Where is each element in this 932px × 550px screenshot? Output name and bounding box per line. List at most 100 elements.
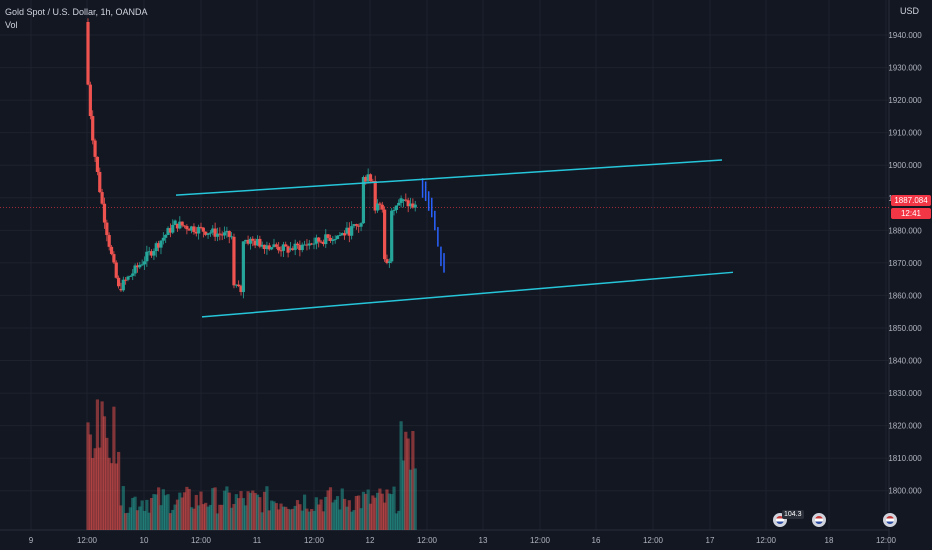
volume-bar	[208, 504, 213, 530]
candle-body	[364, 177, 368, 182]
volume-bar	[307, 511, 311, 530]
price-axis-label: 1900.000	[888, 161, 922, 170]
candle-body	[413, 204, 417, 208]
time-axis-label: 9	[29, 536, 34, 545]
candle-body	[189, 226, 194, 231]
time-axis-label: 17	[706, 536, 715, 545]
volume-bar	[185, 486, 189, 530]
volume-bar	[164, 495, 168, 530]
candle-body	[133, 265, 137, 274]
volume-bar	[385, 489, 389, 530]
volume-bar	[126, 512, 130, 530]
candle-body	[149, 251, 154, 256]
volume-bar	[392, 486, 396, 530]
volume-bar	[321, 511, 326, 530]
volume-bar	[206, 506, 210, 530]
volume-bar	[357, 495, 361, 530]
candle-body	[166, 228, 170, 235]
candle-body	[208, 232, 213, 234]
us-flag-event-icon[interactable]	[882, 512, 898, 528]
candle-body	[371, 180, 375, 182]
candle-body	[401, 199, 406, 202]
candle-body	[272, 244, 276, 248]
volume-bar	[161, 489, 165, 530]
candle-body	[265, 245, 269, 250]
volume-bar	[227, 492, 231, 530]
candle-body	[102, 203, 107, 223]
volume-bar	[258, 497, 262, 530]
candle-body	[182, 225, 187, 227]
volume-bar	[366, 489, 370, 530]
volume-bar	[220, 504, 224, 530]
volume-bar	[345, 506, 349, 530]
candle-body	[211, 228, 215, 233]
price-axis-label: 1910.000	[888, 129, 922, 138]
currency-label[interactable]: USD	[899, 6, 919, 16]
price-axis-label: 1920.000	[888, 96, 922, 105]
candle-body	[91, 116, 95, 141]
volume-label[interactable]: Vol	[5, 20, 18, 30]
candle-body	[206, 233, 210, 235]
volume-bar	[298, 504, 302, 530]
candle-body	[354, 224, 358, 226]
candle-body	[361, 177, 366, 224]
volume-bar	[255, 494, 260, 530]
symbol-title[interactable]: Gold Spot / U.S. Dollar, 1h, OANDA	[5, 7, 148, 17]
volume-bar	[166, 494, 170, 530]
candle-body	[154, 243, 158, 252]
candle-body	[267, 245, 271, 250]
volume-bar	[272, 501, 276, 530]
candle-body	[86, 22, 90, 85]
volume-bar	[331, 502, 335, 530]
volume-bar	[338, 509, 342, 530]
volume-bar	[387, 493, 391, 530]
volume-bar	[359, 508, 363, 530]
candle-body	[392, 209, 396, 211]
candle-body	[366, 174, 370, 182]
time-axis-label: 13	[479, 536, 488, 545]
candle-body	[324, 234, 328, 245]
candle-body	[109, 246, 114, 255]
volume-bar	[371, 495, 375, 530]
candle-body	[352, 224, 356, 227]
volume-bar	[213, 487, 217, 530]
volume-bar	[157, 487, 161, 530]
volume-bar	[399, 421, 403, 530]
candle-body	[248, 238, 253, 244]
candle-body	[291, 248, 295, 250]
volume-bar	[408, 469, 413, 530]
candle-body	[305, 244, 309, 246]
volume-bar	[324, 496, 328, 530]
volume-bar	[397, 510, 401, 530]
candle-body	[117, 277, 121, 287]
candle-body	[225, 230, 229, 233]
time-axis-label: 12:00	[191, 536, 212, 545]
volume-bar	[343, 498, 347, 530]
volume-bar	[135, 510, 140, 530]
volume-bar	[145, 499, 149, 530]
us-flag-event-icon[interactable]	[811, 512, 827, 528]
volume-bar	[102, 416, 107, 530]
candle-body	[279, 250, 283, 252]
candle-body	[347, 227, 351, 236]
candle-body	[194, 231, 198, 234]
time-axis-label: 12:00	[77, 536, 98, 545]
volume-bar	[295, 500, 300, 530]
candle-body	[397, 202, 401, 206]
channel-lower-line	[201, 271, 734, 318]
candle-body	[204, 231, 208, 235]
volume-bar	[149, 497, 154, 530]
candle-body	[215, 233, 220, 237]
volume-bar	[364, 493, 368, 530]
volume-bar	[251, 490, 255, 530]
candle-body	[387, 261, 391, 263]
volume-bar	[361, 491, 366, 530]
candle-body	[230, 236, 234, 238]
candle-body	[383, 209, 387, 260]
time-axis-label: 16	[592, 536, 601, 545]
candle-body	[390, 210, 394, 262]
volume-bar	[404, 431, 408, 530]
time-axis-label: 12	[366, 536, 375, 545]
volume-bar	[218, 504, 222, 530]
